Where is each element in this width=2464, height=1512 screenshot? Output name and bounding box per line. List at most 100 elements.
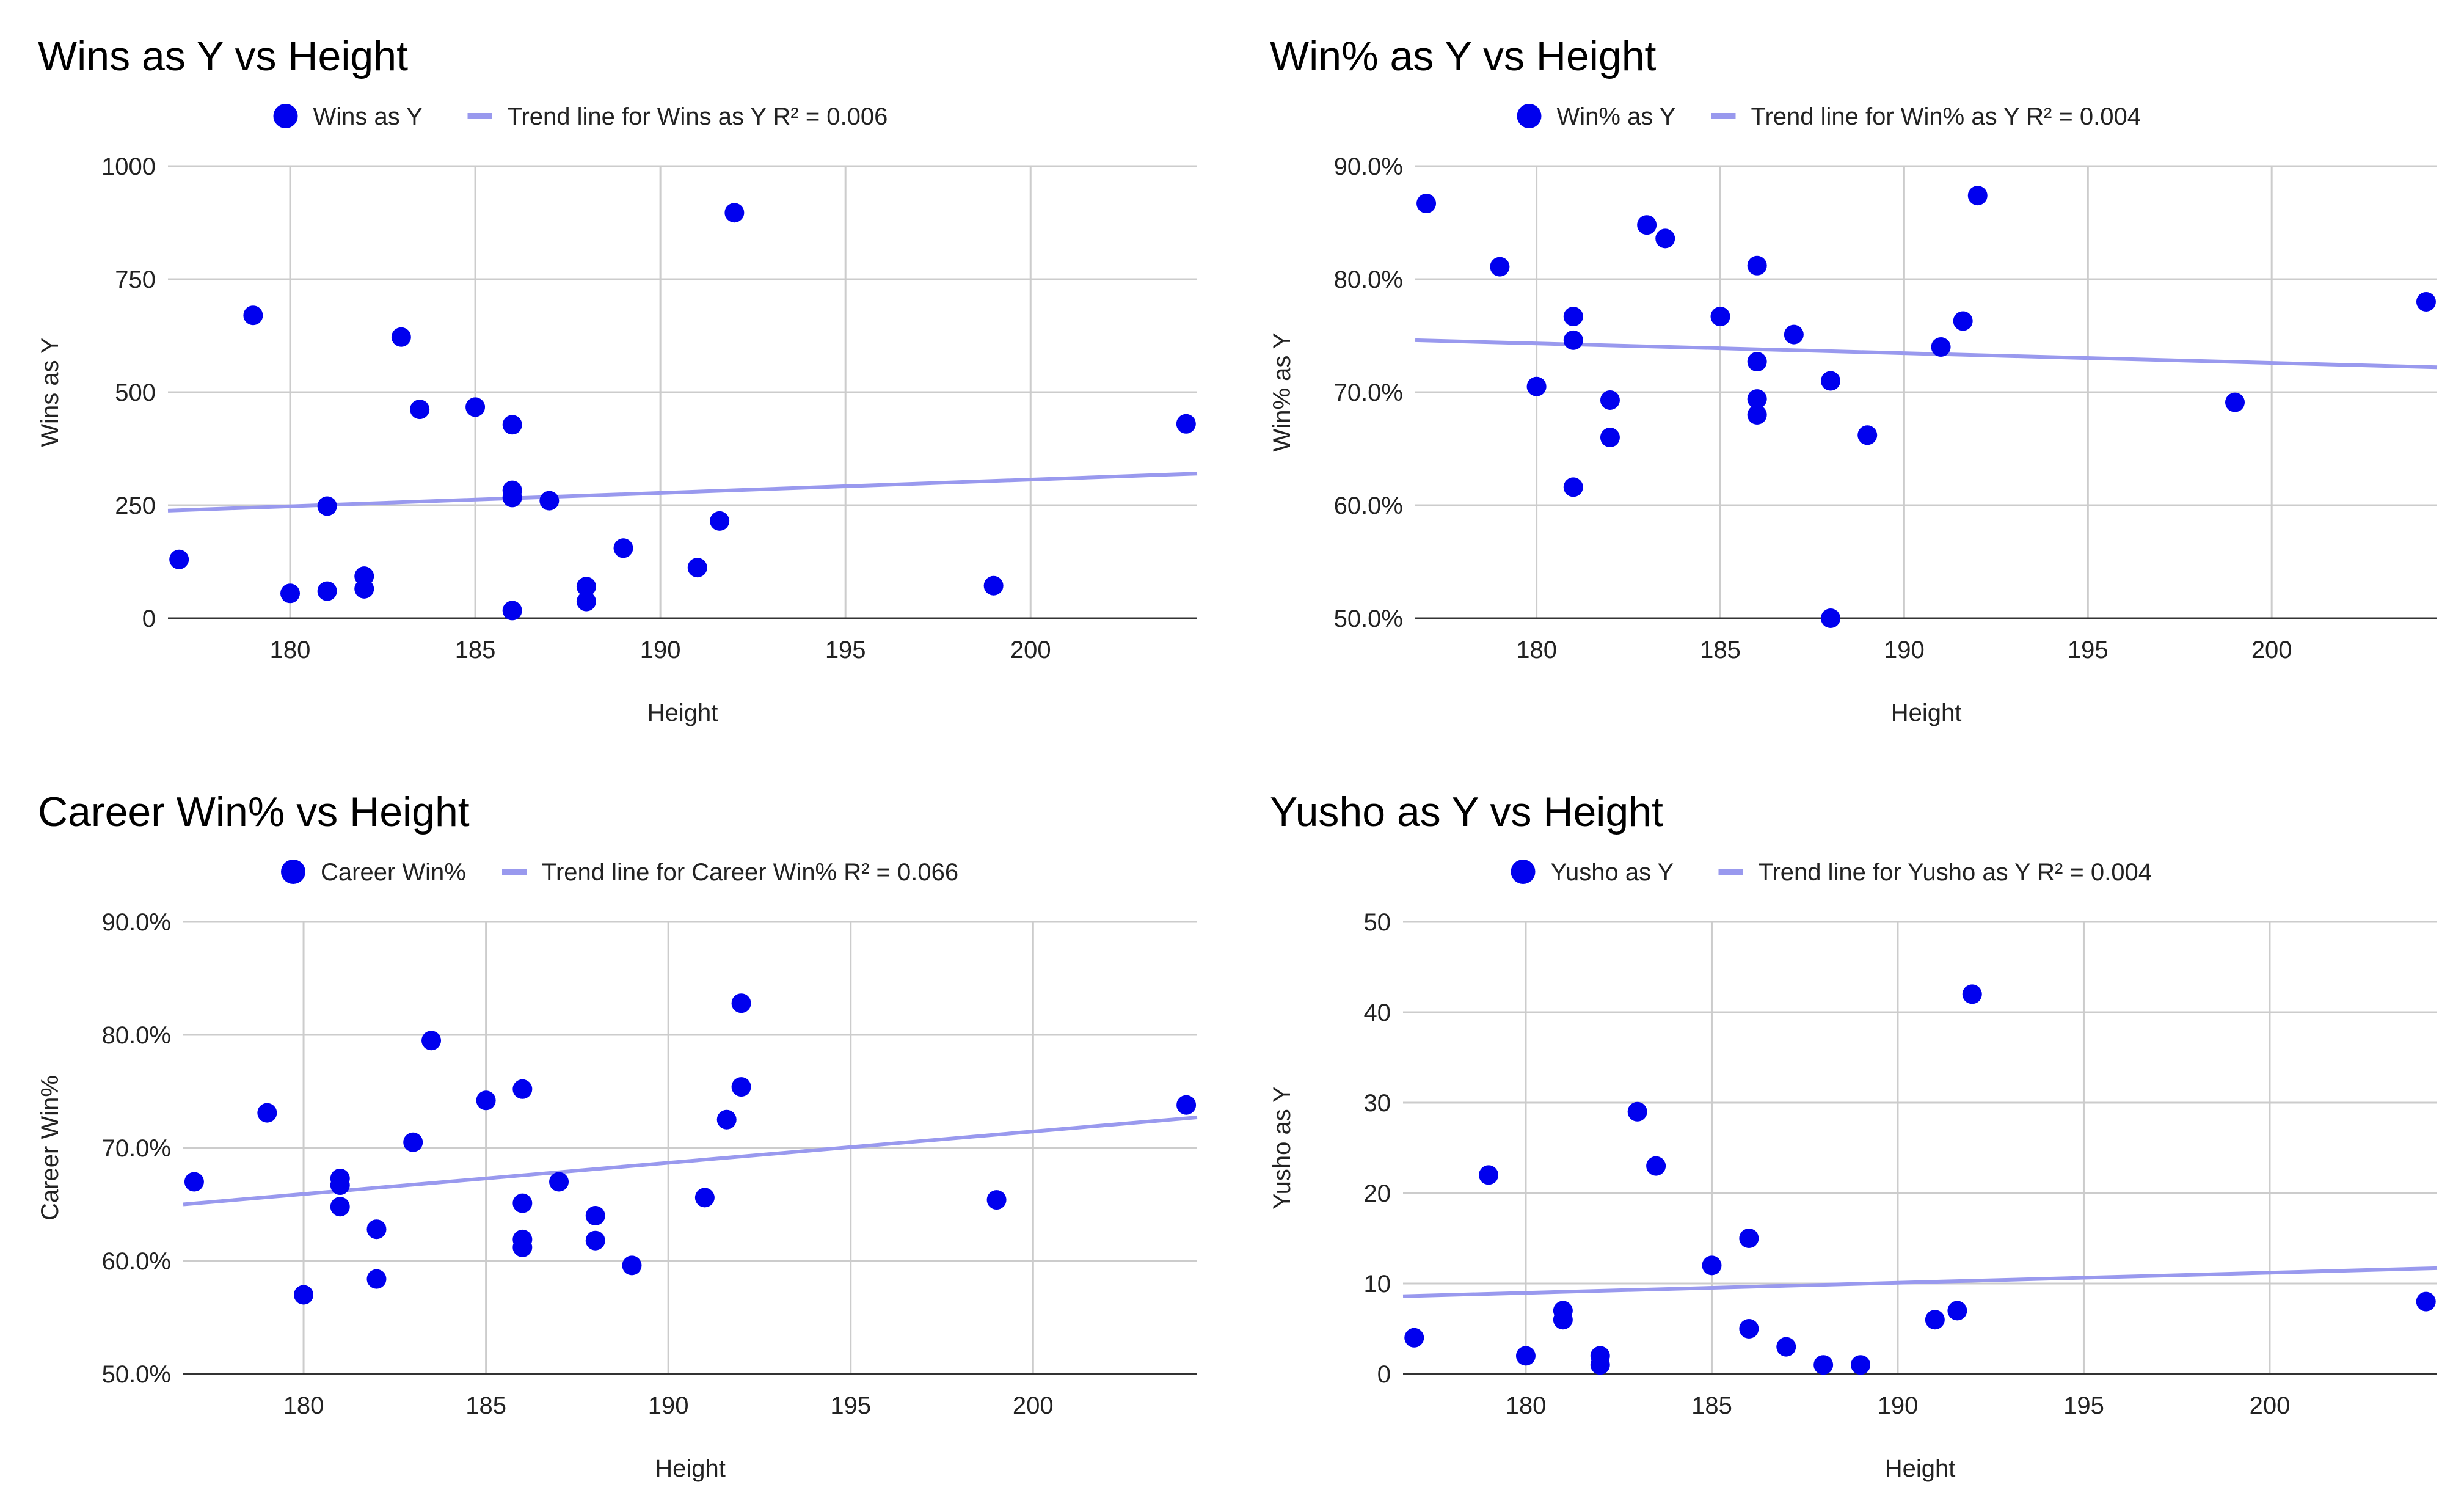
data-points <box>169 203 1196 621</box>
data-point <box>1776 1337 1796 1357</box>
gridlines <box>1415 165 2437 618</box>
data-point <box>1655 228 1675 249</box>
data-point <box>1747 405 1767 425</box>
x-tick-label: 185 <box>455 637 496 663</box>
data-point <box>502 415 522 435</box>
legend-series-label: Career Win% <box>321 859 466 886</box>
data-point <box>512 1237 533 1257</box>
x-tick-label: 190 <box>1878 1392 1919 1419</box>
data-point <box>1925 1310 1945 1330</box>
legend-trend-swatch <box>1718 869 1743 875</box>
y-axis-label: Yusho as Y <box>1269 1086 1296 1210</box>
data-point <box>354 579 374 599</box>
gridlines <box>1403 921 2437 1374</box>
x-tick-label: 195 <box>825 637 866 663</box>
data-point <box>317 581 337 601</box>
chart-panel-win-pct: Win% as Y vs Height Win% as Y Trend line f… <box>1232 0 2464 756</box>
data-point <box>539 491 560 511</box>
data-point <box>1967 186 1988 206</box>
y-tick-label: 60.0% <box>102 1248 171 1275</box>
data-point <box>1857 425 1878 445</box>
data-point <box>694 1188 715 1208</box>
legend-trend-swatch <box>467 113 492 119</box>
data-point <box>1526 376 1547 396</box>
data-point <box>465 397 486 417</box>
data-point <box>576 577 596 597</box>
data-point <box>403 1132 423 1152</box>
data-point <box>280 583 301 604</box>
gridlines <box>183 921 1197 1374</box>
y-tick-label: 90.0% <box>1334 153 1403 180</box>
y-tick-label: 80.0% <box>102 1022 171 1049</box>
y-tick-label: 20 <box>1364 1180 1391 1207</box>
data-point <box>1176 1095 1197 1115</box>
y-axis-label: Career Win% <box>37 1075 64 1221</box>
data-point <box>2416 292 2436 312</box>
data-point <box>391 327 411 347</box>
legend-series-label: Yusho as Y <box>1551 859 1674 886</box>
data-point <box>1479 1165 1499 1185</box>
x-axis-label: Height <box>655 1455 726 1482</box>
data-point <box>294 1285 314 1305</box>
scatter-chart: Win% as Y vs Height Win% as Y Trend line f… <box>1269 33 2438 726</box>
data-point <box>1747 389 1767 409</box>
x-tick-label: 190 <box>1884 637 1925 663</box>
x-tick-label: 180 <box>1506 1392 1547 1419</box>
x-tick-label: 195 <box>830 1392 871 1419</box>
legend-trend-label: Trend line for Win% as Y R² = 0.004 <box>1751 103 2141 130</box>
data-point <box>1962 984 1982 1004</box>
y-tick-label: 40 <box>1364 999 1391 1026</box>
trend-line <box>183 1116 1198 1207</box>
y-tick-label: 50 <box>1364 909 1391 936</box>
data-point <box>1739 1319 1759 1339</box>
data-point <box>1637 215 1657 235</box>
legend-point-swatch <box>1517 104 1542 128</box>
data-point <box>184 1172 204 1192</box>
data-point <box>1515 1346 1536 1366</box>
chart-title: Yusho as Y vs Height <box>1270 789 1663 835</box>
data-point <box>1404 1328 1424 1348</box>
y-axis-label: Wins as Y <box>37 337 64 447</box>
data-point <box>1747 352 1767 372</box>
data-point <box>687 558 707 578</box>
data-point <box>724 203 745 223</box>
legend-series-label: Win% as Y <box>1557 103 1676 130</box>
data-point <box>1747 255 1767 276</box>
legend: Wins as Y Trend line for Wins as Y R² = 0… <box>273 103 888 130</box>
data-point <box>1931 337 1951 357</box>
y-axis-label: Win% as Y <box>1269 333 1296 452</box>
y-tick-label: 50.0% <box>1334 605 1403 632</box>
data-point <box>1813 1355 1834 1375</box>
y-tick-label: 10 <box>1364 1271 1391 1298</box>
x-tick-label: 200 <box>2251 637 2292 663</box>
data-point <box>613 538 633 558</box>
data-point <box>731 1077 751 1097</box>
data-point <box>330 1175 350 1196</box>
chart-title: Win% as Y vs Height <box>1270 33 1657 79</box>
legend-point-swatch <box>1511 860 1536 884</box>
data-point <box>512 1079 533 1099</box>
chart-panel-career-win-pct: Career Win% vs Height Career Win% Trend li… <box>0 756 1232 1511</box>
y-tick-label: 250 <box>115 492 156 519</box>
y-tick-label: 60.0% <box>1334 492 1403 519</box>
legend: Career Win% Trend line for Career Win% R²… <box>281 859 958 886</box>
data-point <box>622 1255 642 1276</box>
chart-title: Career Win% vs Height <box>38 789 470 835</box>
chart-panel-yusho: Yusho as Y vs Height Yusho as Y Trend line… <box>1232 756 2464 1511</box>
x-tick-label: 200 <box>2250 1392 2291 1419</box>
x-axis-label: Height <box>1885 1455 1956 1482</box>
legend-trend-label: Trend line for Career Win% R² = 0.066 <box>542 859 958 886</box>
x-axis-label: Height <box>1891 699 1962 726</box>
scatter-chart: Wins as Y vs Height Wins as Y Trend line f… <box>37 33 1198 726</box>
y-tick-label: 80.0% <box>1334 266 1403 293</box>
legend-trend-swatch <box>502 869 527 875</box>
data-point <box>1702 1255 1722 1276</box>
data-point <box>1600 390 1620 410</box>
data-point <box>1646 1156 1666 1176</box>
data-point <box>1176 414 1196 434</box>
trend-line <box>1415 338 2438 370</box>
y-tick-label: 1000 <box>101 153 156 180</box>
y-tick-label: 70.0% <box>102 1135 171 1162</box>
data-point <box>1739 1229 1759 1248</box>
data-point <box>476 1090 496 1111</box>
